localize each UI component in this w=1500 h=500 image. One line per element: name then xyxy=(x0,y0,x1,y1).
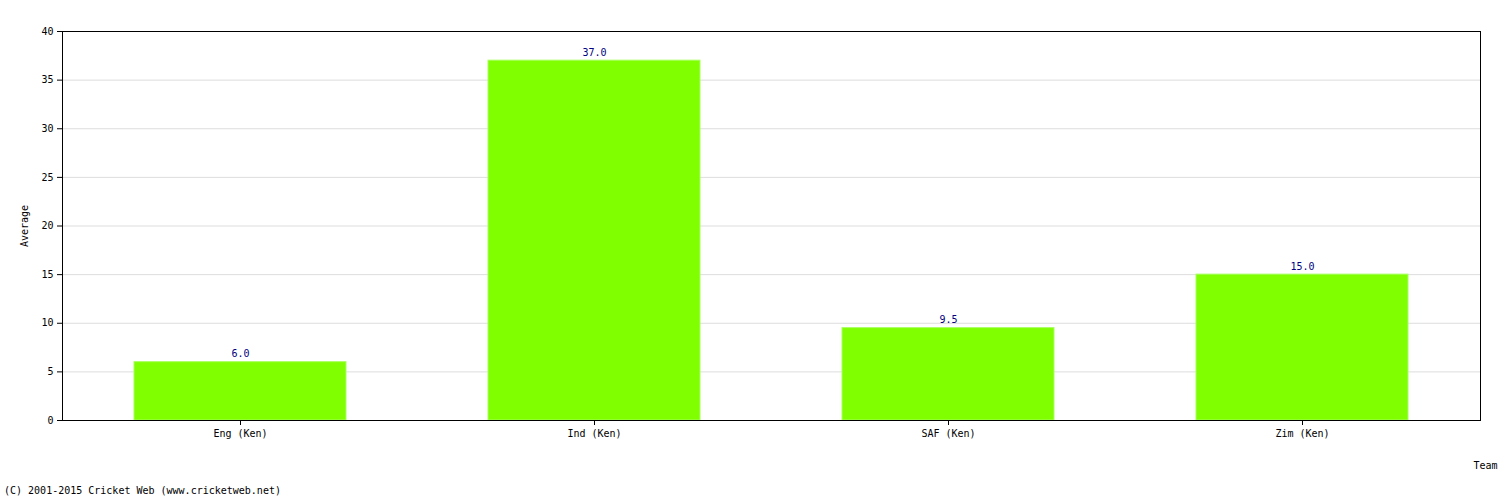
svg-text:Eng (Ken): Eng (Ken) xyxy=(213,428,267,439)
svg-text:0: 0 xyxy=(47,415,53,426)
svg-text:35: 35 xyxy=(41,74,53,85)
svg-text:6.0: 6.0 xyxy=(231,348,249,359)
svg-text:15: 15 xyxy=(41,269,53,280)
svg-text:10: 10 xyxy=(41,317,53,328)
svg-text:15.0: 15.0 xyxy=(1290,261,1314,272)
html-text:(C) 2001-2015 Cricket Web (www: (C) 2001-2015 Cricket Web (www.cricketwe… xyxy=(4,485,281,496)
svg-text:Average: Average xyxy=(19,205,30,247)
svg-text:SAF (Ken): SAF (Ken) xyxy=(921,428,975,439)
svg-text:9.5: 9.5 xyxy=(939,314,957,325)
svg-text:Ind (Ken): Ind (Ken) xyxy=(567,428,621,439)
svg-text:30: 30 xyxy=(41,123,53,134)
svg-text:Team: Team xyxy=(1473,460,1497,471)
svg-text:5: 5 xyxy=(47,366,53,377)
svg-text:37.0: 37.0 xyxy=(582,47,606,58)
svg-text:40: 40 xyxy=(41,26,53,37)
svg-text:25: 25 xyxy=(41,172,53,183)
svg-text:20: 20 xyxy=(41,220,53,231)
svg-text:Zim (Ken): Zim (Ken) xyxy=(1275,428,1329,439)
